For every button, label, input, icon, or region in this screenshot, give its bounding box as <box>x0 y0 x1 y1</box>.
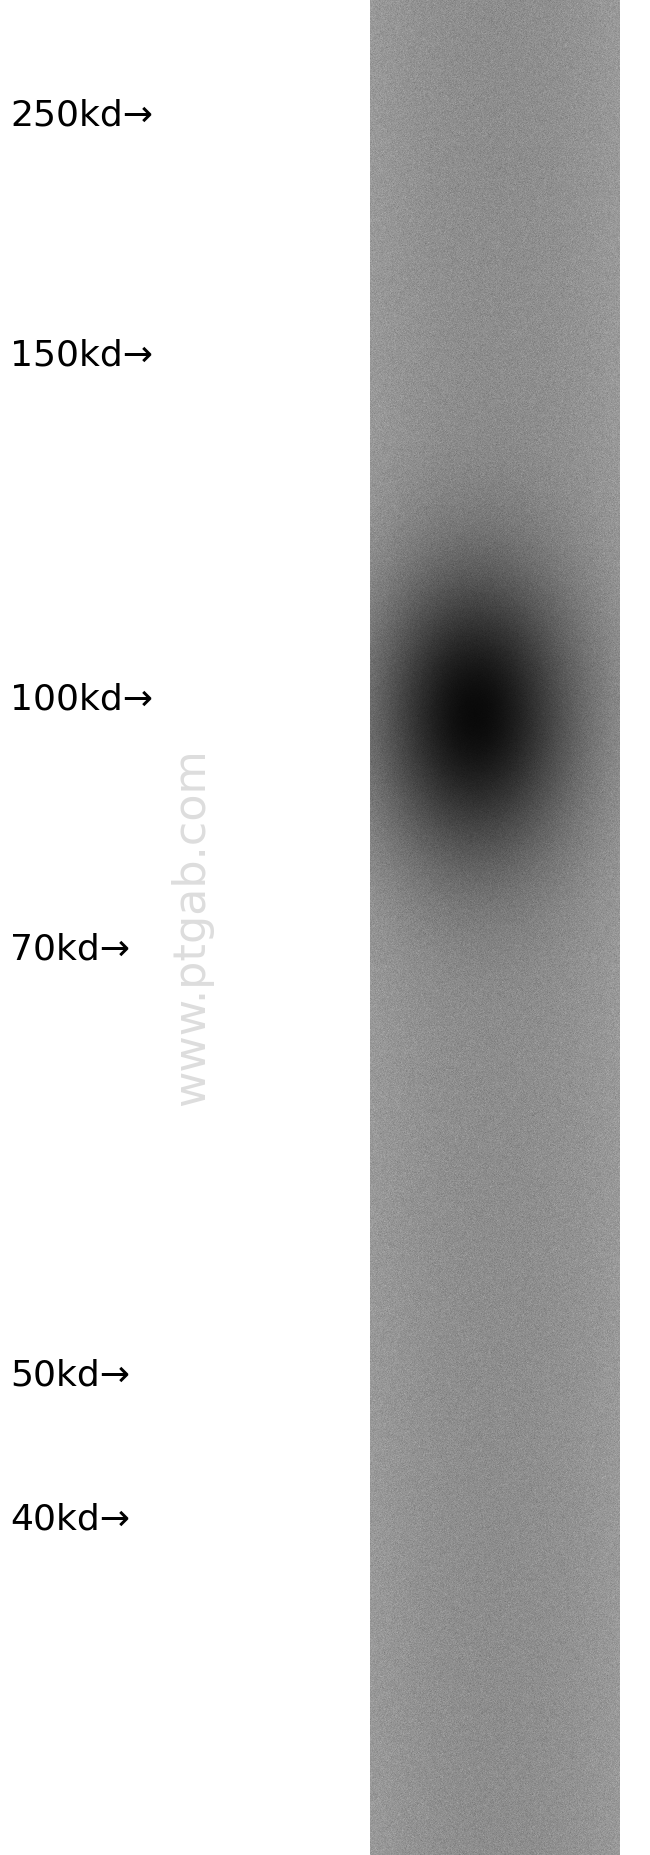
Text: www.ptgab.com: www.ptgab.com <box>170 749 213 1106</box>
Text: 100kd→: 100kd→ <box>10 683 153 718</box>
Text: 70kd→: 70kd→ <box>10 933 130 966</box>
Text: 50kd→: 50kd→ <box>10 1358 130 1391</box>
Text: 40kd→: 40kd→ <box>10 1503 130 1538</box>
Bar <box>620 0 650 1855</box>
Text: 150kd→: 150kd→ <box>10 338 153 373</box>
Text: 250kd→: 250kd→ <box>10 98 153 132</box>
Bar <box>0 0 370 1855</box>
